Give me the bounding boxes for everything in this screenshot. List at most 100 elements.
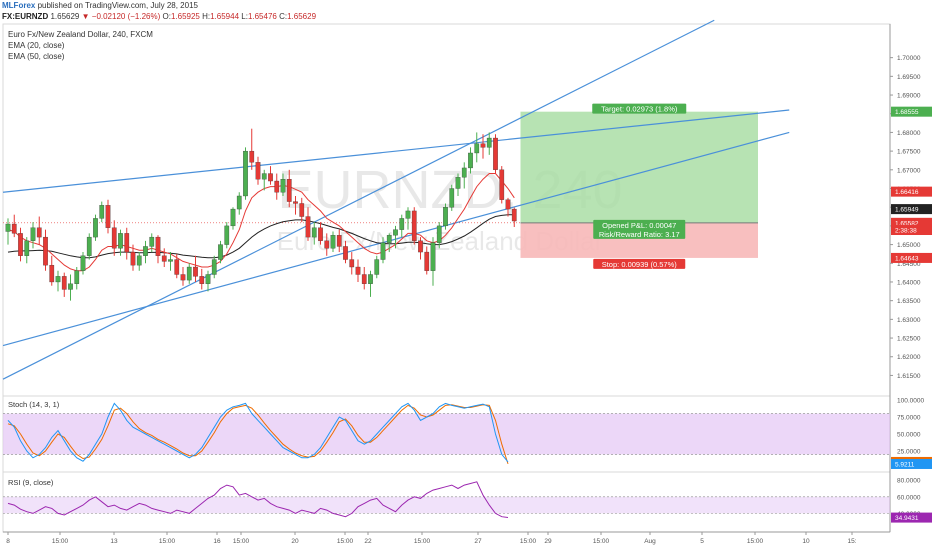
stoch-tick-label: 75.0000 bbox=[897, 415, 921, 422]
candle bbox=[380, 237, 386, 264]
candle-body bbox=[61, 276, 67, 290]
candle-body bbox=[11, 223, 17, 234]
candle-body bbox=[399, 218, 405, 230]
candle-body bbox=[93, 218, 98, 238]
candle bbox=[299, 197, 305, 223]
rsi-tag-bg bbox=[891, 512, 932, 523]
time-tick-label: 5 bbox=[700, 538, 704, 545]
price-tick-label: 1.62500 bbox=[897, 336, 921, 343]
candle bbox=[193, 255, 198, 282]
candle-body bbox=[218, 244, 223, 260]
rsi-band bbox=[3, 496, 890, 514]
candle-body bbox=[199, 276, 205, 284]
candle-body bbox=[236, 195, 242, 210]
candle-body bbox=[280, 179, 286, 193]
price-tag-bg bbox=[891, 106, 932, 117]
price-tick-label: 1.69000 bbox=[897, 93, 921, 100]
candle bbox=[236, 192, 242, 215]
price-tick-label: 1.68000 bbox=[897, 130, 921, 137]
candle bbox=[511, 207, 517, 228]
long-position-tool[interactable] bbox=[3, 111, 758, 258]
price-tick-label: 1.69500 bbox=[897, 74, 921, 81]
candle bbox=[443, 203, 448, 230]
candle-body bbox=[211, 259, 217, 275]
last-price: 1.65629 bbox=[50, 12, 80, 21]
legend-title: Euro Fx/New Zealand Dollar, 240, FXCM bbox=[8, 30, 153, 39]
candle bbox=[293, 195, 298, 215]
change-value: −0.02120 (−1.26%) bbox=[91, 12, 161, 21]
candle bbox=[368, 270, 373, 297]
candle bbox=[30, 222, 36, 249]
candle bbox=[211, 255, 217, 279]
candle-body bbox=[180, 274, 186, 281]
candle-body bbox=[43, 236, 48, 266]
candle-body bbox=[5, 223, 11, 232]
candle bbox=[436, 222, 442, 249]
price-tag: 1.65582 bbox=[891, 217, 932, 228]
time-tick-label: 15:00 bbox=[233, 538, 250, 545]
candle-body bbox=[324, 240, 330, 249]
price-tag-bg bbox=[891, 225, 932, 236]
time-axis[interactable]: 8 15:00 13 15:00 16 15:00 20 15:00 22 15:00 27 15:0… bbox=[6, 532, 857, 545]
candle bbox=[18, 227, 23, 262]
rsi-title: RSI (9, close) bbox=[8, 478, 54, 487]
time-tick-label: 16 bbox=[213, 538, 221, 545]
candle-body bbox=[293, 201, 298, 204]
candle bbox=[318, 222, 323, 245]
candle-body bbox=[249, 150, 255, 163]
candle bbox=[174, 253, 180, 279]
candle bbox=[68, 274, 73, 301]
candle-body bbox=[424, 251, 430, 271]
candle bbox=[386, 233, 392, 253]
trendline-group[interactable] bbox=[2, 19, 790, 380]
candle bbox=[405, 207, 411, 230]
candle-body bbox=[193, 266, 198, 277]
stop-label-text: Stop: 0.00939 (0.57%) bbox=[602, 260, 678, 269]
candle bbox=[249, 128, 255, 170]
candle bbox=[505, 197, 511, 217]
candle-body bbox=[411, 210, 417, 241]
candle-body bbox=[355, 266, 361, 275]
candle bbox=[230, 207, 236, 230]
time-tick-label: 15: bbox=[847, 538, 856, 545]
stoch-title: Stoch (14, 3, 1) bbox=[8, 400, 60, 409]
candle bbox=[55, 270, 61, 292]
candle bbox=[455, 173, 461, 196]
candle-body bbox=[130, 251, 136, 266]
price-axis[interactable]: 1.700001.695001.690001.685001.680001.675… bbox=[890, 55, 921, 380]
candle bbox=[11, 214, 17, 238]
candle bbox=[361, 267, 367, 290]
author-link[interactable]: MLForex bbox=[2, 1, 36, 10]
close-value: 1.65629 bbox=[287, 12, 317, 21]
stoch-tick-label: 100.0000 bbox=[897, 398, 924, 405]
candle-body bbox=[386, 235, 392, 243]
candle-body bbox=[136, 255, 142, 266]
time-tick-label: 15:00 bbox=[520, 538, 537, 545]
candle bbox=[24, 237, 30, 264]
candle-body bbox=[243, 150, 248, 197]
stoch-indicator: 100.000075.000050.000025.00008.89335.921… bbox=[3, 398, 932, 469]
trendline bbox=[2, 19, 715, 380]
low-value: 1.65476 bbox=[247, 12, 277, 21]
candle-body bbox=[455, 177, 461, 189]
quote-line: FX:EURNZD 1.65629 ▼ −0.02120 (−1.26%) O:… bbox=[2, 12, 316, 21]
candle bbox=[449, 184, 455, 211]
candle bbox=[218, 240, 223, 264]
price-tag: 1.68555 bbox=[891, 106, 932, 117]
candle bbox=[49, 255, 55, 286]
candle bbox=[136, 252, 142, 271]
price-tick-label: 1.64500 bbox=[897, 261, 921, 268]
candle bbox=[130, 244, 136, 271]
target-label-bg bbox=[592, 103, 687, 114]
candle bbox=[155, 235, 161, 264]
candle bbox=[224, 222, 230, 249]
candle bbox=[36, 216, 42, 245]
price-tag-bg bbox=[891, 217, 932, 228]
price-tick-label: 1.67500 bbox=[897, 149, 921, 156]
candle bbox=[118, 229, 123, 256]
price-tick-label: 1.65000 bbox=[897, 242, 921, 249]
time-tick-label: 13 bbox=[110, 538, 118, 545]
candle-body bbox=[161, 255, 167, 262]
price-tick-label: 1.70000 bbox=[897, 55, 921, 62]
